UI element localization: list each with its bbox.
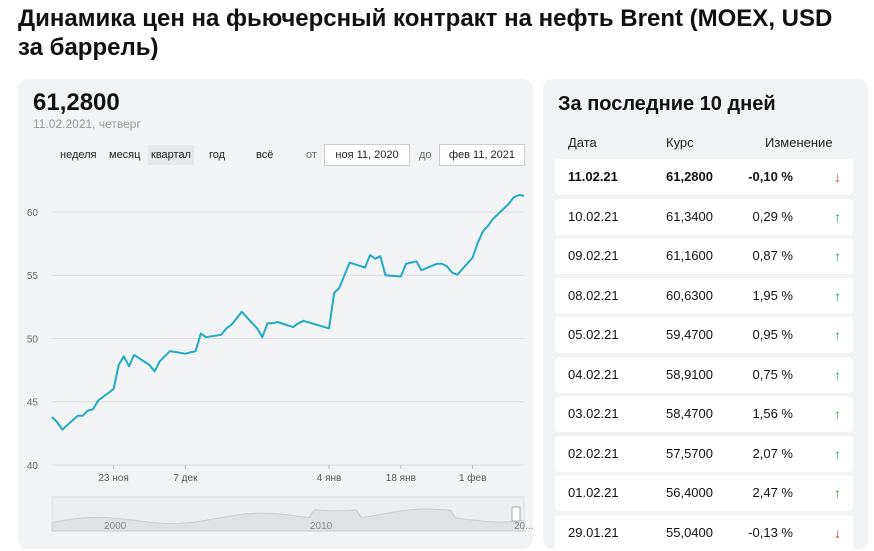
table-row: 05.02.21 59,4700 0,95 % ↑ [555, 317, 853, 353]
row-rate: 57,5700 [666, 445, 713, 461]
arrow-up-icon: ↑ [834, 366, 841, 383]
x-tick-label: 4 янв [317, 473, 342, 484]
arrow-up-icon: ↑ [834, 248, 841, 264]
row-rate: 61,1600 [666, 248, 713, 263]
table-row: 02.02.21 57,5700 2,07 % ↑ [555, 435, 853, 472]
table-row: 08.02.21 60,6300 1,95 % ↑ [555, 277, 853, 314]
row-change: 2,07 % [752, 445, 793, 461]
arrow-up-icon: ↑ [834, 485, 841, 501]
row-rate: 55,0400 [666, 524, 713, 540]
row-change: 2,47 % [752, 485, 793, 500]
navigator-label: 2010 [310, 521, 333, 532]
range-month-button[interactable]: месяц [109, 149, 141, 161]
to-label: до [419, 149, 432, 161]
row-change: -0,10 % [748, 169, 793, 184]
row-change: 0,29 % [752, 208, 793, 224]
x-tick-label: 1 фев [459, 472, 486, 484]
y-tick-label: 55 [27, 271, 39, 282]
arrow-down-icon: ↓ [834, 524, 841, 541]
chart-panel: 61,2800 11.02.2021, четверг неделя месяц… [18, 79, 533, 549]
row-change: 0,87 % [752, 248, 793, 263]
arrow-down-icon: ↓ [834, 169, 841, 185]
header-change: Изменение [765, 135, 833, 150]
page-title: Динамика цен на фьючерсный контракт на н… [18, 5, 833, 61]
header-rate: Курс [666, 135, 694, 150]
row-rate: 59,4700 [666, 327, 713, 342]
row-rate: 58,9100 [666, 366, 713, 382]
navigator-label: 2000 [104, 521, 127, 532]
arrow-up-icon: ↑ [834, 327, 841, 343]
row-change: 1,56 % [752, 406, 793, 421]
x-tick-label: 23 ноя [98, 473, 128, 484]
row-date: 29.01.21 [568, 524, 619, 540]
row-rate: 61,3400 [666, 208, 713, 224]
from-label: от [306, 149, 317, 161]
row-date: 09.02.21 [568, 248, 619, 263]
y-tick-label: 50 [27, 334, 39, 345]
navigator-series [51, 508, 525, 532]
price-chart[interactable]: 40 45 50 55 60 23 ноя 7 дек 4 янв 18 янв 1 фев 200… [18, 79, 533, 549]
row-date: 04.02.21 [568, 366, 619, 382]
navigator-label: 20... [514, 521, 533, 532]
price-line [51, 194, 525, 431]
row-date: 05.02.21 [568, 327, 619, 342]
arrow-up-icon: ↑ [834, 208, 841, 225]
y-tick-label: 45 [27, 398, 39, 409]
table-row: 11.02.21 61,2800 -0,10 % ↓ [555, 159, 853, 195]
row-rate: 58,4700 [666, 406, 713, 421]
row-change: 1,95 % [752, 287, 793, 303]
range-week-button[interactable]: неделя [60, 149, 97, 161]
row-date: 03.02.21 [568, 406, 619, 421]
row-change: 0,95 % [752, 327, 793, 342]
history-title: За последние 10 дней [558, 93, 776, 115]
arrow-up-icon: ↑ [834, 406, 841, 422]
navigator-handle [511, 506, 521, 522]
range-all-button[interactable]: всё [256, 149, 274, 161]
range-year-button[interactable]: год [209, 149, 226, 161]
table-row: 10.02.21 61,3400 0,29 % ↑ [555, 198, 853, 235]
current-price: 61,2800 [33, 89, 120, 116]
x-tick-label: 7 дек [173, 473, 198, 484]
arrow-up-icon: ↑ [834, 287, 841, 304]
row-rate: 61,2800 [666, 169, 713, 184]
table-row: 29.01.21 55,0400 -0,13 % ↓ [555, 514, 853, 551]
row-rate: 56,4000 [666, 485, 713, 500]
y-tick-label: 40 [27, 461, 39, 472]
arrow-up-icon: ↑ [834, 445, 841, 462]
table-row: 03.02.21 58,4700 1,56 % ↑ [555, 396, 853, 432]
row-date: 01.02.21 [568, 485, 619, 500]
table-row: 04.02.21 58,9100 0,75 % ↑ [555, 356, 853, 393]
x-tick-label: 18 янв [386, 473, 416, 484]
header-date: Дата [568, 135, 597, 150]
row-rate: 60,6300 [666, 287, 713, 303]
row-date: 08.02.21 [568, 287, 619, 303]
row-change: 0,75 % [752, 366, 793, 382]
row-date: 10.02.21 [568, 208, 619, 224]
row-change: -0,13 % [748, 524, 793, 540]
table-row: 01.02.21 56,4000 2,47 % ↑ [555, 475, 853, 511]
table-row: 09.02.21 61,1600 0,87 % ↑ [555, 238, 853, 274]
row-date: 11.02.21 [568, 169, 618, 184]
table-header: Дата Курс Изменение [543, 135, 868, 153]
range-quarter-button[interactable]: квартал [148, 145, 194, 165]
y-tick-label: 60 [27, 208, 39, 219]
to-date-input[interactable]: фев 11, 2021 [439, 144, 525, 166]
from-date-input[interactable]: ноя 11, 2020 [324, 144, 410, 166]
price-date: 11.02.2021, четверг [33, 117, 141, 131]
row-date: 02.02.21 [568, 445, 619, 461]
history-panel: За последние 10 дней Дата Курс Изменение… [543, 79, 868, 551]
